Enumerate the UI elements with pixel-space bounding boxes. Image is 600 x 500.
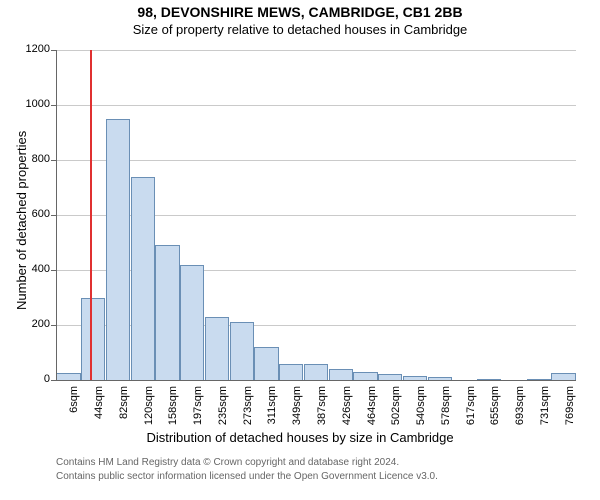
- ytick-label: 800: [14, 153, 50, 165]
- ytick-label: 200: [14, 318, 50, 330]
- ytick-label: 1000: [14, 98, 50, 110]
- xtick-label: 120sqm: [143, 386, 155, 436]
- gridline: [56, 105, 576, 106]
- xtick-label: 235sqm: [217, 386, 229, 436]
- xtick-label: 731sqm: [539, 386, 551, 436]
- histogram-plot: 0200400600800100012006sqm44sqm82sqm120sq…: [56, 50, 576, 380]
- xtick-label: 197sqm: [192, 386, 204, 436]
- histogram-bar: [304, 364, 328, 381]
- xtick-label: 769sqm: [564, 386, 576, 436]
- histogram-bar: [56, 373, 80, 380]
- xtick-label: 44sqm: [93, 386, 105, 436]
- credits-line-1: Contains HM Land Registry data © Crown c…: [56, 456, 438, 470]
- page-subtitle: Size of property relative to detached ho…: [0, 20, 600, 37]
- x-axis-line: [56, 380, 576, 381]
- histogram-bar: [81, 298, 105, 381]
- credits-line-2: Contains public sector information licen…: [56, 470, 438, 484]
- histogram-bar: [230, 322, 254, 380]
- gridline: [56, 160, 576, 161]
- marker-line: [90, 50, 92, 380]
- histogram-bar: [329, 369, 353, 380]
- histogram-bar: [353, 372, 377, 380]
- xtick-label: 617sqm: [465, 386, 477, 436]
- xtick-label: 6sqm: [68, 386, 80, 436]
- histogram-bar: [279, 364, 303, 381]
- xtick-label: 655sqm: [489, 386, 501, 436]
- xtick-label: 426sqm: [341, 386, 353, 436]
- xtick-label: 82sqm: [118, 386, 130, 436]
- xtick-label: 311sqm: [266, 386, 278, 436]
- xtick-label: 578sqm: [440, 386, 452, 436]
- histogram-bar: [106, 119, 130, 380]
- ytick-label: 600: [14, 208, 50, 220]
- xtick-label: 273sqm: [242, 386, 254, 436]
- ytick-label: 400: [14, 263, 50, 275]
- xtick-label: 158sqm: [167, 386, 179, 436]
- xtick-label: 693sqm: [514, 386, 526, 436]
- ytick-label: 0: [14, 373, 50, 385]
- ytick-label: 1200: [14, 43, 50, 55]
- xtick-label: 540sqm: [415, 386, 427, 436]
- xtick-label: 464sqm: [366, 386, 378, 436]
- x-axis-label: Distribution of detached houses by size …: [0, 430, 600, 445]
- histogram-bar: [131, 177, 155, 381]
- histogram-bar: [180, 265, 204, 381]
- xtick-label: 502sqm: [390, 386, 402, 436]
- histogram-bar: [254, 347, 278, 380]
- xtick-label: 349sqm: [291, 386, 303, 436]
- gridline: [56, 50, 576, 51]
- histogram-bar: [551, 373, 575, 380]
- y-axis-line: [56, 50, 57, 380]
- histogram-bar: [205, 317, 229, 380]
- histogram-bar: [155, 245, 179, 380]
- credits: Contains HM Land Registry data © Crown c…: [56, 456, 438, 483]
- xtick-label: 387sqm: [316, 386, 328, 436]
- page-title: 98, DEVONSHIRE MEWS, CAMBRIDGE, CB1 2BB: [0, 0, 600, 20]
